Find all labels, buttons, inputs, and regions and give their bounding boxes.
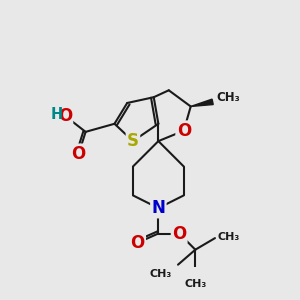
- Text: O: O: [177, 122, 191, 140]
- Polygon shape: [191, 99, 213, 106]
- Text: CH₃: CH₃: [217, 232, 239, 242]
- Text: N: N: [152, 199, 165, 217]
- Text: S: S: [127, 132, 139, 150]
- Text: CH₃: CH₃: [184, 279, 206, 289]
- Text: O: O: [72, 145, 86, 163]
- Text: H: H: [50, 106, 62, 122]
- Text: CH₃: CH₃: [217, 92, 240, 104]
- Text: CH₃: CH₃: [150, 269, 172, 279]
- Text: O: O: [58, 107, 72, 125]
- Text: O: O: [172, 224, 186, 242]
- Text: O: O: [130, 234, 145, 252]
